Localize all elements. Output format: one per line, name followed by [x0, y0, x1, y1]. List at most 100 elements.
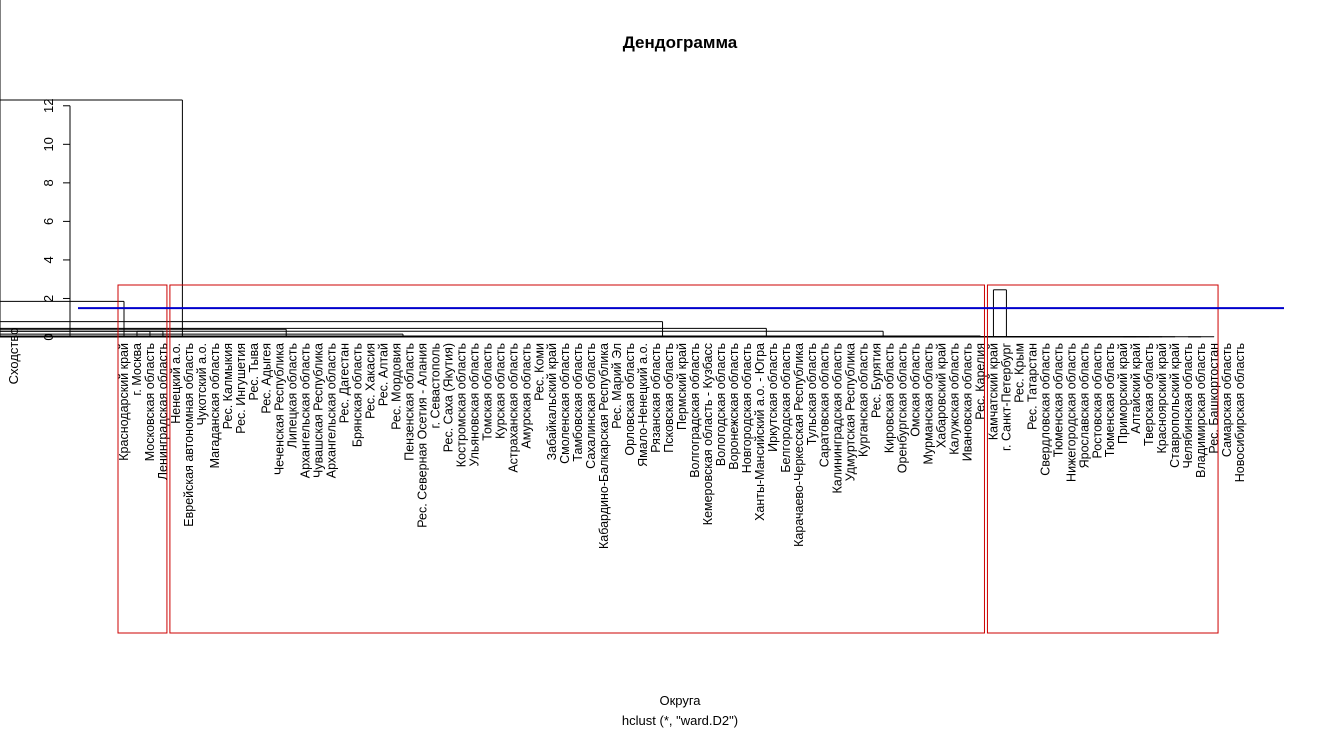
leaf-label: Астраханская область [506, 343, 520, 473]
leaf-label: Ленинградская область [156, 343, 170, 480]
leaf-label: Рес. Мордовия [390, 343, 404, 430]
leaf-label: Новгородская область [740, 343, 754, 473]
leaf-label: Алтайский край [1129, 343, 1143, 434]
leaf-label: Ханты-Мансийский а.о. - Югра [753, 343, 767, 521]
leaf-label: Липецкая область [286, 343, 300, 448]
leaf-label: Рес. Тыва [247, 343, 261, 401]
leaf-label: Архангельская область [299, 343, 313, 478]
leaf-label: Еврейская автономная область [182, 343, 196, 527]
leaf-label: Саратовская область [818, 343, 832, 467]
leaf-label: Магаданская область [208, 343, 222, 468]
cluster-box [986, 284, 1219, 634]
leaf-label: Тамбовская область [571, 343, 585, 462]
y-axis: 024681012 [41, 99, 71, 341]
leaf-label: Ставропольский край [1168, 343, 1182, 468]
leaf-label: Вологодская область [714, 343, 728, 466]
leaf-label: Томская область [480, 343, 494, 441]
leaf-label: Рес. Алтай [377, 343, 391, 406]
leaf-label: Волгоградская область [688, 343, 702, 478]
leaf-label: Рес. Бурятия [870, 343, 884, 418]
leaf-label: Рес. Калмыкия [221, 343, 235, 429]
leaf-label: Рес. Северная Осетия - Алания [415, 343, 429, 528]
leaf-label: Тюменская область [1103, 343, 1117, 457]
chart-title: Дендограмма [623, 33, 738, 52]
leaf-label: Ярославская область [1077, 343, 1091, 468]
leaf-label: Тверская область [1142, 343, 1156, 446]
leaf-label: Оренбургская область [896, 343, 910, 473]
leaf-label: Хабаровский край [935, 343, 949, 448]
cluster-box [117, 284, 168, 634]
leaf-label: Рес. Хакасия [364, 343, 378, 419]
leaf-label: Рес. Ингушетия [234, 343, 248, 434]
leaf-label: Ивановская область [960, 343, 974, 461]
leaf-label: Свердловская область [1038, 343, 1052, 476]
y-tick-label: 2 [41, 295, 56, 302]
leaf-label: Кемеровская область - Кузбасс [701, 343, 715, 525]
leaf-label: Московская область [143, 343, 157, 461]
leaf-label: Удмуртская Республика [844, 343, 858, 481]
leaf-label: Рес. Дагестан [338, 343, 352, 423]
leaf-label: Орловская область [623, 343, 637, 456]
leaf-label: Рес. Адыгея [260, 343, 274, 414]
leaf-label: Ненецкий а.о. [169, 343, 183, 424]
leaf-label: Рес. Крым [1012, 343, 1026, 403]
leaf-label: Костромская область [454, 343, 468, 467]
leaf-label: Сахалинская область [584, 343, 598, 469]
leaf-label: Ямало-Ненецкий а.о. [636, 343, 650, 467]
leaf-label: Новосибирская область [1233, 343, 1247, 482]
leaf-label: Камчатский край [986, 343, 1000, 440]
leaf-label: Пермский край [675, 343, 689, 430]
y-tick-label: 12 [41, 99, 56, 113]
leaf-label: Рес. Коми [532, 343, 546, 401]
leaf-label: Чеченская Республика [273, 343, 287, 475]
leaf-label: Тульская область [805, 343, 819, 445]
leaf-label: Воронежская область [727, 343, 741, 470]
leaf-label: Красноярский край [1155, 343, 1169, 454]
leaf-label: Чувашская Республика [312, 343, 326, 478]
leaf-label: Курганская область [857, 343, 871, 457]
y-tick-label: 4 [41, 256, 56, 263]
leaf-label: Кабардино-Балкарская Республика [597, 343, 611, 549]
leaf-label: Мурманская область [922, 343, 936, 465]
leaf-label: Рес. Марий Эл [610, 343, 624, 429]
dendrogram-tree [0, 0, 1215, 338]
leaf-label: г. Москва [130, 343, 144, 396]
leaf-label: Карачаево-Черкесская Республика [792, 343, 806, 547]
leaf-label: Омская область [909, 343, 923, 437]
leaf-label: Рес. Саха (Якутия) [441, 343, 455, 452]
leaf-label: Ульяновская область [467, 343, 481, 467]
leaf-label: Забайкальский край [545, 343, 559, 460]
leaf-label: Пензенская область [402, 343, 416, 461]
leaf-label: Белгородская область [779, 343, 793, 473]
cluster-boxes [117, 284, 1219, 634]
leaf-label: Чукотский а.о. [195, 343, 209, 425]
leaf-label: Архангельская область [325, 343, 339, 478]
leaf-label: Смоленская область [558, 343, 572, 464]
leaf-label: Рес. Татарстан [1025, 343, 1039, 430]
leaf-label: Рязанская область [649, 343, 663, 453]
leaf-label: Калужская область [948, 343, 962, 455]
leaf-label: г. Севастополь [428, 343, 442, 428]
cluster-box [169, 284, 985, 634]
leaf-label: Амурская область [519, 343, 533, 449]
leaf-label: Челябинская область [1181, 343, 1195, 468]
leaf-label: Рес. Карелия [973, 343, 987, 420]
leaf-label: Брянская область [351, 343, 365, 447]
leaf-label: Рес. Башкортостан [1207, 343, 1221, 454]
leaf-label: Курская область [493, 343, 507, 439]
leaf-label: Иркутская область [766, 343, 780, 452]
x-axis-label: Округа [659, 693, 701, 708]
leaf-label: Самарская область [1220, 343, 1234, 457]
leaf-label: Тюменская область [1051, 343, 1065, 457]
leaf-label: г. Санкт-Петербург [999, 343, 1013, 451]
y-tick-label: 10 [41, 137, 56, 151]
leaf-label: Нижегородская область [1064, 343, 1078, 482]
leaf-label: Псковская область [662, 343, 676, 453]
y-axis-label: Сходство [6, 328, 21, 385]
leaf-label: Краснодарский край [117, 343, 131, 461]
leaf-label: Ростовская область [1090, 343, 1104, 459]
leaf-label: Владимирская область [1194, 343, 1208, 478]
y-tick-label: 8 [41, 179, 56, 186]
